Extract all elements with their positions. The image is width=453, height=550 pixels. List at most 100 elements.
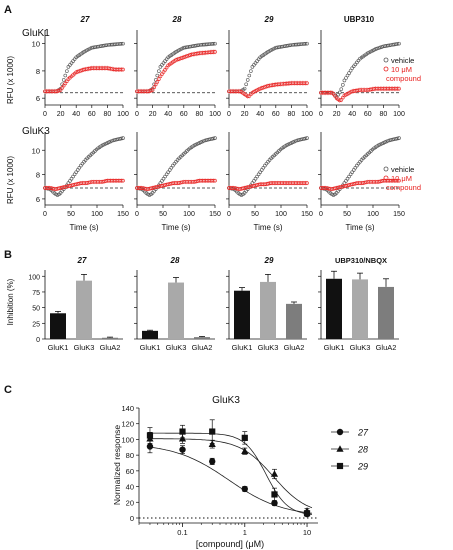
data-point — [110, 138, 114, 143]
y-tick-label: 80 — [126, 451, 134, 460]
data-point — [150, 88, 155, 92]
compound-trace — [43, 178, 125, 192]
data-point — [397, 41, 401, 46]
data-point — [65, 69, 69, 73]
marker-circle — [241, 485, 248, 493]
x-tick-label: 80 — [380, 111, 388, 118]
y-tick-label: 20 — [126, 498, 134, 507]
y-tick-label: 40 — [126, 483, 134, 492]
data-point — [373, 47, 378, 51]
panel-c-legend: 27 28 29 — [331, 428, 369, 472]
legend-compound-label: 10 μM — [391, 65, 412, 74]
category-label: GluK1 — [140, 343, 161, 352]
data-point — [213, 178, 217, 183]
trace-panel-1-4: 0 20 40 60 80 100 — [318, 30, 405, 118]
y-tick-label: 100 — [28, 274, 40, 281]
x-axis-title: Time (s) — [161, 223, 190, 232]
compound-trace — [319, 178, 401, 192]
trace-panel-1-3: 0 20 40 60 80 100 — [226, 30, 313, 118]
y-tick-label: 140 — [121, 404, 134, 413]
data-point — [376, 46, 381, 50]
vehicle-trace — [135, 41, 217, 94]
x-tick-label: 0 — [135, 211, 139, 218]
compound-trace — [319, 86, 401, 103]
data-point — [344, 76, 348, 80]
bar-gluk3 — [352, 279, 368, 339]
data-point — [121, 67, 125, 72]
marker-square — [303, 510, 311, 517]
legend-marker-square — [336, 462, 344, 470]
data-point — [305, 181, 309, 185]
fit-curve — [149, 446, 313, 514]
x-tick-label: 40 — [164, 111, 172, 118]
bar-title-28: 28 — [170, 256, 180, 265]
data-point — [397, 178, 401, 183]
data-point — [294, 138, 298, 143]
bar-panel-2: GluK1 GluK3 GluA2 — [134, 270, 215, 352]
x-tick-label: 50 — [67, 211, 75, 218]
compound-trace — [227, 80, 309, 99]
data-point — [119, 41, 124, 46]
category-label: GluA2 — [284, 343, 305, 352]
legend-row2: vehicle 10 μM compound — [383, 165, 421, 192]
data-point — [341, 83, 345, 87]
category-label: GluK3 — [350, 343, 371, 352]
data-point — [395, 136, 400, 141]
category-label: GluA2 — [100, 343, 121, 352]
row-label-gluk1: GluK1 — [22, 28, 50, 39]
category-label: GluA2 — [376, 343, 397, 352]
marker-square — [179, 428, 186, 435]
bar-gluk3 — [168, 282, 184, 339]
category-label: GluK3 — [258, 343, 279, 352]
x-tick-label: 40 — [72, 111, 80, 118]
x-tick-label: 60 — [364, 111, 372, 118]
data-point — [397, 136, 401, 140]
y-tick-label: 6 — [36, 195, 40, 204]
x-tick-label: 0 — [319, 111, 323, 118]
data-point — [61, 78, 66, 82]
legend-vehicle-label: vehicle — [391, 56, 414, 65]
bar-glua2 — [102, 337, 118, 339]
y-tick-label: 8 — [36, 67, 40, 76]
legend-vehicle-marker-2 — [383, 166, 389, 172]
x-tick-label: 0 — [319, 211, 323, 218]
marker-square — [146, 432, 154, 439]
legend-marker-circle — [336, 428, 344, 436]
y-tick-label: 100 — [121, 435, 134, 444]
data-point — [153, 82, 158, 87]
bar-gluk1 — [234, 290, 250, 339]
data-point — [395, 42, 400, 46]
legend-compound-label-3: 10 μM — [391, 174, 412, 183]
x-tick-label: 0 — [227, 211, 231, 218]
fit-curve — [150, 438, 313, 509]
x-tick-label: 100 — [393, 111, 405, 118]
marker-circle — [271, 499, 278, 507]
row-label-gluk3: GluK3 — [22, 126, 50, 137]
trace-panel-2-4: 0 50 100 150 — [318, 132, 405, 218]
x-tick-label: 100 — [183, 211, 195, 218]
x-tick-label: 10 — [303, 528, 311, 537]
data-point — [211, 41, 216, 46]
x-tick-label: 100 — [367, 211, 379, 218]
x-tick-label: 100 — [301, 111, 313, 118]
data-point — [242, 86, 247, 91]
data-point — [305, 41, 309, 46]
data-point — [121, 178, 125, 183]
x-tick-label: 50 — [251, 211, 259, 218]
marker-square — [209, 428, 216, 435]
data-point — [303, 41, 308, 46]
category-label: GluK3 — [166, 343, 187, 352]
x-tick-label: 80 — [196, 111, 204, 118]
bar-gluk3 — [76, 280, 92, 339]
x-tick-label: 0 — [43, 111, 47, 118]
bar-panel-3: GluK1 GluK3 GluA2 — [226, 270, 307, 352]
category-label: GluK3 — [74, 343, 95, 352]
y-tick-label: 60 — [126, 467, 134, 476]
panel-a-label: A — [4, 4, 12, 16]
data-point — [155, 73, 160, 78]
bar-gluk3 — [260, 281, 276, 339]
marker-square — [271, 491, 278, 498]
dose-response-plot: 0 20 40 60 80 100 120 140 0.1 1 10 — [121, 404, 318, 537]
legend-compound-marker-2 — [383, 175, 389, 181]
